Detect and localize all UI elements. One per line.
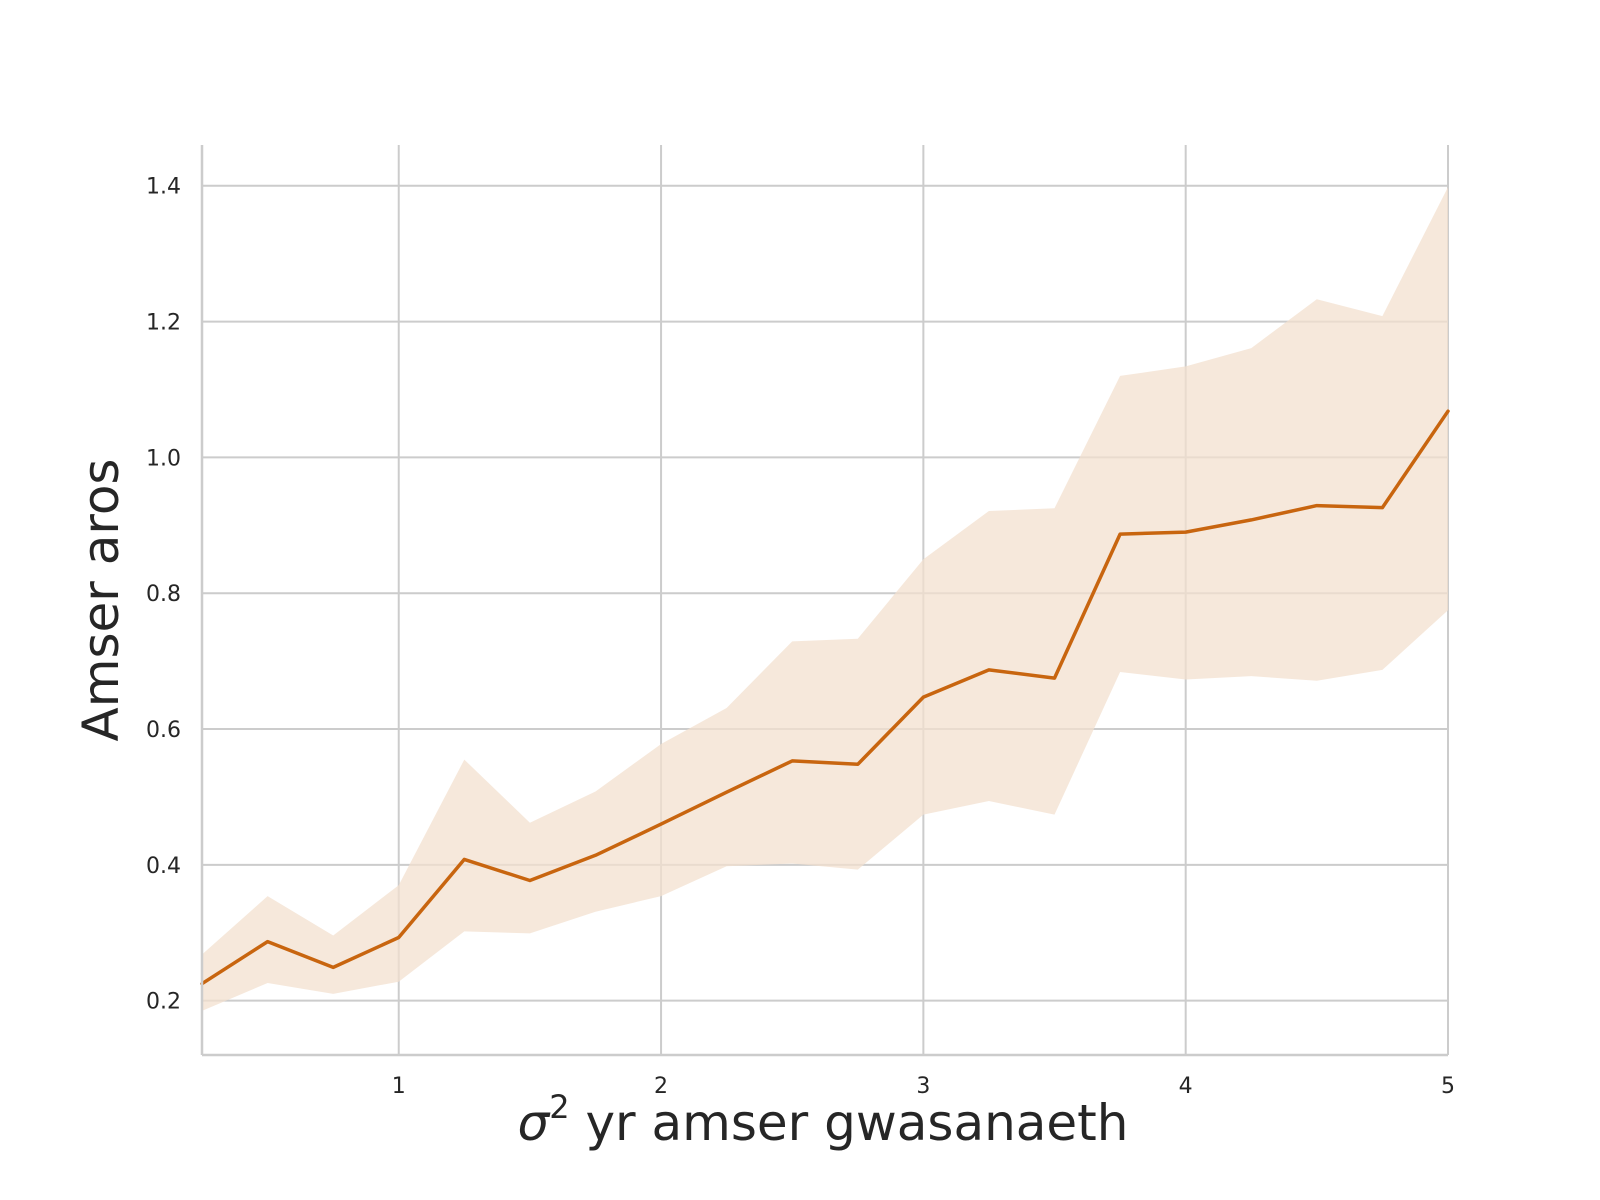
y-tick-label: 0.2 bbox=[146, 990, 181, 1015]
x-axis-superscript: 2 bbox=[549, 1088, 569, 1126]
confidence-band bbox=[202, 187, 1448, 1011]
y-axis-title: Amser aros bbox=[72, 459, 130, 742]
x-tick-label: 4 bbox=[1179, 1074, 1193, 1099]
x-tick-labels: 1 2 3 4 5 bbox=[392, 1074, 1455, 1099]
x-axis-title: σ2 yr amser gwasanaeth bbox=[518, 1088, 1129, 1152]
confidence-band-layer bbox=[202, 187, 1448, 1011]
axis-spines bbox=[200, 145, 1448, 1057]
y-tick-label: 1.4 bbox=[146, 175, 181, 200]
y-tick-label: 0.8 bbox=[146, 582, 181, 607]
y-tick-label: 0.6 bbox=[146, 718, 181, 743]
y-tick-label: 1.0 bbox=[146, 446, 181, 471]
x-tick-label: 1 bbox=[392, 1074, 406, 1099]
x-tick-label: 3 bbox=[916, 1074, 930, 1099]
y-tick-label: 0.4 bbox=[146, 854, 181, 879]
x-axis-symbol: σ bbox=[518, 1094, 551, 1152]
x-tick-label: 5 bbox=[1441, 1074, 1455, 1099]
x-axis-label-text: yr amser gwasanaeth bbox=[570, 1094, 1129, 1152]
x-tick-label: 2 bbox=[654, 1074, 668, 1099]
y-tick-labels: 0.2 0.4 0.6 0.8 1.0 1.2 1.4 bbox=[146, 175, 181, 1015]
series-line-layer bbox=[200, 409, 1450, 986]
series-line bbox=[200, 409, 1450, 986]
y-tick-label: 1.2 bbox=[146, 311, 181, 336]
